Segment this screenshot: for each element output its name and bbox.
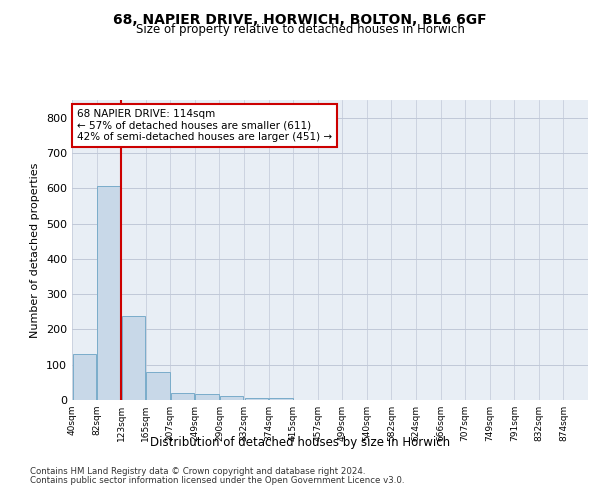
Bar — [97, 186, 121, 400]
Bar — [245, 398, 268, 400]
Bar — [146, 372, 170, 400]
Bar — [220, 396, 244, 400]
Text: Contains HM Land Registry data © Crown copyright and database right 2024.: Contains HM Land Registry data © Crown c… — [30, 467, 365, 476]
Text: Distribution of detached houses by size in Horwich: Distribution of detached houses by size … — [150, 436, 450, 449]
Bar — [171, 393, 194, 400]
Text: 68, NAPIER DRIVE, HORWICH, BOLTON, BL6 6GF: 68, NAPIER DRIVE, HORWICH, BOLTON, BL6 6… — [113, 12, 487, 26]
Bar — [269, 398, 293, 400]
Y-axis label: Number of detached properties: Number of detached properties — [31, 162, 40, 338]
Text: 68 NAPIER DRIVE: 114sqm
← 57% of detached houses are smaller (611)
42% of semi-d: 68 NAPIER DRIVE: 114sqm ← 57% of detache… — [77, 109, 332, 142]
Text: Size of property relative to detached houses in Horwich: Size of property relative to detached ho… — [136, 22, 464, 36]
Bar — [196, 394, 219, 400]
Text: Contains public sector information licensed under the Open Government Licence v3: Contains public sector information licen… — [30, 476, 404, 485]
Bar — [122, 316, 145, 400]
Bar — [73, 354, 96, 400]
